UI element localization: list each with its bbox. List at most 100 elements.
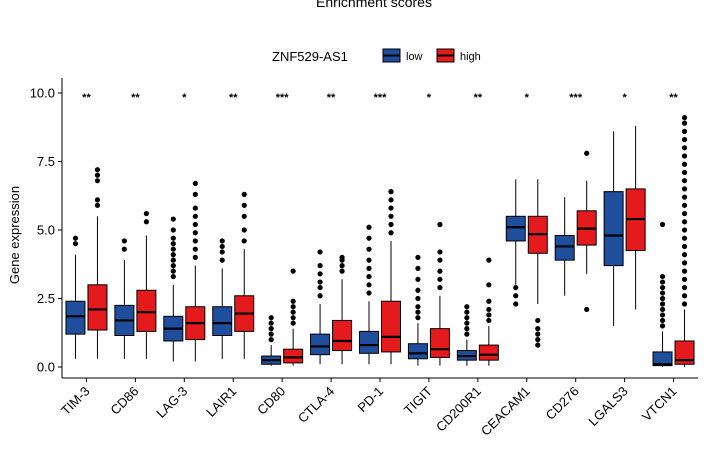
- outlier-point: [486, 312, 492, 318]
- box-low: [310, 249, 331, 365]
- outlier-point: [339, 263, 345, 269]
- outlier-point: [681, 115, 688, 121]
- chart-title: Enrichment scores: [316, 0, 432, 10]
- box-low: [114, 238, 135, 359]
- x-tick-label: TIGIT: [401, 383, 435, 417]
- outlier-point: [192, 221, 198, 228]
- box-body: [478, 344, 499, 361]
- box-high: [381, 189, 401, 365]
- box-high: [576, 150, 597, 313]
- outlier-point: [659, 323, 666, 329]
- box-high: [332, 254, 353, 365]
- box-high: [527, 179, 548, 348]
- box-body: [554, 234, 575, 261]
- box-high: [674, 115, 695, 367]
- outlier-point: [388, 189, 394, 195]
- outlier-point: [415, 315, 421, 321]
- outlier-point: [317, 271, 323, 277]
- significance-label: **: [131, 92, 140, 104]
- outlier-point: [437, 284, 443, 291]
- outlier-point: [681, 169, 688, 176]
- outlier-point: [535, 337, 541, 343]
- outlier-point: [366, 265, 372, 271]
- outlier-point: [415, 287, 421, 293]
- x-tick-label: LAIR1: [203, 384, 239, 420]
- box-body: [381, 300, 401, 353]
- outlier-point: [415, 276, 421, 282]
- x-tick-label: CD86: [107, 384, 141, 418]
- x-tick-label: LGALS3: [585, 384, 630, 429]
- outlier-point: [486, 317, 492, 324]
- box-low: [65, 235, 86, 359]
- outlier-point: [584, 306, 590, 313]
- outlier-point: [681, 136, 688, 143]
- box-high: [87, 167, 108, 359]
- significance-label: **: [327, 92, 336, 104]
- significance-label: **: [474, 92, 483, 104]
- significance-labels: ** ** * ** *** ** *** * ** * *** * **: [82, 92, 678, 104]
- significance-label: *: [622, 92, 627, 104]
- box-body: [332, 319, 353, 352]
- significance-label: *: [525, 92, 530, 104]
- box-body: [429, 328, 450, 358]
- outlier-point: [584, 150, 590, 156]
- outlier-point: [241, 238, 247, 244]
- outlier-point: [366, 273, 372, 280]
- outlier-point: [415, 309, 421, 315]
- x-tick-label: CD200R1: [433, 384, 484, 435]
- box-high: [429, 221, 450, 366]
- box-body: [652, 351, 673, 367]
- y-axis: 0.0 2.5 5.0 7.5 10.0: [30, 78, 63, 378]
- outlier-point: [121, 238, 127, 244]
- outlier-point: [388, 205, 394, 211]
- outlier-point: [486, 298, 492, 304]
- significance-label: ***: [569, 92, 583, 104]
- outlier-point: [170, 216, 176, 222]
- outlier-point: [388, 213, 394, 219]
- outlier-point: [268, 337, 274, 343]
- outlier-point: [464, 326, 470, 332]
- x-tick-label: CD276: [543, 384, 582, 423]
- outlier-point: [290, 304, 296, 310]
- outlier-point: [290, 315, 296, 321]
- outlier-point: [486, 306, 492, 313]
- box-high: [234, 191, 255, 359]
- legend: ZNF529-AS1 low high: [272, 48, 481, 64]
- significance-label: **: [229, 92, 238, 104]
- outlier-point: [681, 252, 688, 258]
- outlier-point: [659, 279, 666, 285]
- outlier-point: [659, 306, 666, 313]
- x-axis: TIM-3 CD86 LAG-3 LAIR1 CD80 CTLA-4 PD-1 TIGITCD…: [58, 377, 698, 439]
- outlier-point: [339, 268, 345, 274]
- outlier-point: [681, 243, 688, 250]
- outlier-point: [170, 263, 176, 269]
- outlier-point: [681, 210, 688, 217]
- outlier-point: [143, 210, 149, 217]
- outlier-point: [681, 268, 688, 274]
- outlier-point: [317, 293, 323, 299]
- outlier-point: [170, 241, 176, 247]
- significance-label: ***: [276, 92, 290, 104]
- significance-label: *: [427, 92, 432, 104]
- outlier-point: [170, 252, 176, 258]
- legend-title: ZNF529-AS1: [272, 49, 348, 64]
- box-body: [212, 306, 233, 336]
- outlier-point: [681, 120, 688, 126]
- outlier-point: [535, 326, 541, 332]
- outlier-point: [366, 235, 372, 241]
- outlier-point: [192, 254, 198, 260]
- outlier-point: [366, 257, 372, 263]
- legend-label-low: low: [406, 51, 423, 63]
- box-low: [359, 224, 379, 365]
- box-high: [625, 125, 646, 310]
- outlier-point: [241, 213, 247, 219]
- outlier-point: [513, 284, 519, 291]
- outlier-point: [681, 260, 688, 266]
- outlier-point: [659, 312, 666, 318]
- outlier-point: [437, 249, 443, 255]
- box-low: [212, 238, 233, 359]
- outlier-point: [681, 227, 688, 233]
- x-tick-label: CD80: [254, 384, 288, 418]
- box-low: [652, 221, 673, 367]
